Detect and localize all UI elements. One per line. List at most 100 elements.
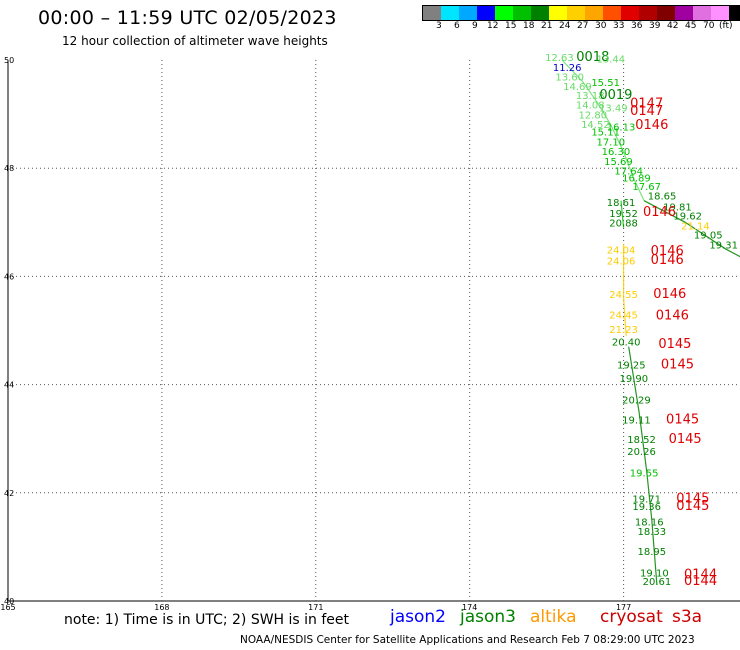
- wave-height-label: 17.64: [614, 167, 643, 178]
- wave-height-label: 19.81: [663, 202, 692, 213]
- satellite-track: [620, 200, 625, 228]
- legend-jason3: jason3: [460, 607, 516, 627]
- colorbar-swatch: [459, 6, 477, 20]
- colorbar-label: 42: [667, 21, 679, 31]
- colorbar-label: (ft): [719, 21, 733, 31]
- pass-time-label: 0145: [676, 499, 709, 514]
- wave-height-label: 19.52: [609, 209, 638, 220]
- latitude-label: 48: [4, 164, 14, 173]
- wave-height-label: 19.11: [622, 416, 651, 427]
- wave-height-label: 20.40: [612, 338, 641, 349]
- pass-time-label: 0144: [684, 567, 717, 582]
- colorbar-swatch: [657, 6, 675, 20]
- wave-height-label: 13.18: [576, 91, 605, 102]
- colorbar-swatch: [639, 6, 657, 20]
- colorbar-swatch: [423, 6, 441, 20]
- colorbar-label: 30: [595, 21, 607, 31]
- longitude-label: 177: [616, 603, 631, 612]
- wave-height-label: 12.80: [578, 110, 607, 121]
- satellite-track: [623, 243, 627, 336]
- wave-height-label: 24.04: [607, 246, 636, 257]
- legend-s3a: s3a: [672, 607, 703, 627]
- wave-height-label: 19.71: [632, 495, 661, 506]
- wave-height-label: 18.61: [607, 198, 636, 209]
- wave-height-label: 14.52: [581, 120, 610, 131]
- pass-time-label: 0146: [651, 244, 684, 259]
- wave-height-label: 13.49: [599, 103, 628, 114]
- pass-time-label: 0145: [669, 432, 702, 447]
- pass-time-label: 0145: [666, 413, 699, 428]
- wave-height-label: 15.69: [604, 157, 633, 168]
- wave-height-label: 15.51: [591, 78, 620, 89]
- colorbar-swatch: [621, 6, 639, 20]
- legend-jason2: jason2: [390, 607, 446, 627]
- colorbar-label: 33: [613, 21, 625, 31]
- longitude-label: 174: [462, 603, 477, 612]
- colorbar-swatch: [693, 6, 711, 20]
- latitude-label: 44: [4, 381, 14, 390]
- wave-height-label: 18.52: [627, 435, 656, 446]
- wave-height-label: 24.55: [609, 290, 638, 301]
- pass-time-label: 0147: [630, 97, 663, 112]
- longitude-label: 168: [154, 603, 169, 612]
- pass-time-label: 0146: [653, 287, 686, 302]
- pass-time-label: 0146: [656, 309, 689, 324]
- colorbar-swatch: [567, 6, 585, 20]
- wave-height-label: 19.05: [694, 231, 723, 242]
- wave-height-label: 20.26: [627, 447, 656, 458]
- wave-height-label: 19.55: [630, 469, 659, 480]
- colorbar-label: 12: [487, 21, 499, 31]
- wave-height-label: 24.06: [607, 256, 636, 267]
- pass-time-label: 0145: [658, 337, 691, 352]
- wave-height-label: 19.62: [673, 212, 702, 223]
- wave-height-label: 15.11: [591, 128, 620, 139]
- page-title: 00:00 – 11:59 UTC 02/05/2023: [38, 7, 337, 29]
- longitude-label: 165: [0, 603, 15, 612]
- wave-height-label: 18.65: [648, 192, 677, 203]
- wave-height-label: 21.14: [681, 221, 710, 232]
- footer-note: note: 1) Time is in UTC; 2) SWH is in fe…: [64, 612, 350, 628]
- colorbar-label: 27: [577, 21, 589, 31]
- wave-height-label: 19.90: [620, 374, 649, 385]
- colorbar-swatch: [711, 6, 729, 20]
- colorbar-swatch: [675, 6, 693, 20]
- wave-height-label: 14.08: [576, 101, 605, 112]
- wave-height-label: 13.60: [555, 73, 584, 84]
- colorbar-swatch: [495, 6, 513, 20]
- satellite-track: [561, 59, 645, 201]
- pass-time-label: 0145: [676, 492, 709, 507]
- legend-altika: altika: [530, 607, 577, 627]
- wave-height-label: 12.63: [545, 53, 574, 64]
- colorbar-swatch: [549, 6, 567, 20]
- wave-height-label: 19.36: [632, 502, 661, 513]
- satellite-track: [643, 200, 740, 258]
- longitude-label: 171: [308, 603, 323, 612]
- pass-time-label: 0144: [684, 574, 717, 589]
- wave-height-label: 14.69: [563, 82, 592, 93]
- wave-height-label: 11.26: [553, 63, 582, 74]
- latitude-label: 46: [4, 272, 14, 281]
- colorbar-swatch: [585, 6, 603, 20]
- wave-height-label: 19.31: [709, 240, 738, 251]
- latitude-label: 42: [4, 489, 14, 498]
- wave-height-label: 20.29: [622, 396, 651, 407]
- colorbar-label: 9: [472, 21, 478, 31]
- colorbar-label: 70: [703, 21, 715, 31]
- satellite-track: [628, 346, 658, 585]
- wave-height-label: 24.45: [609, 311, 638, 322]
- wave-height-label: 17.67: [632, 182, 661, 193]
- wave-height-label: 17.10: [596, 137, 625, 148]
- pass-time-label: 0145: [661, 357, 694, 372]
- pass-time-label: 0019: [599, 88, 632, 103]
- colorbar-label: 6: [454, 21, 460, 31]
- colorbar-label: 15: [505, 21, 517, 31]
- legend-cryosat: cryosat: [600, 607, 663, 627]
- colorbar-label: 39: [649, 21, 661, 31]
- wave-height-label: 16.13: [607, 122, 636, 133]
- wave-height-colorbar: [422, 5, 740, 21]
- wave-height-label: 21.23: [609, 325, 638, 336]
- latitude-label: 50: [4, 56, 14, 65]
- colorbar-swatch: [477, 6, 495, 20]
- colorbar-swatch: [441, 6, 459, 20]
- colorbar-label: 45: [685, 21, 697, 31]
